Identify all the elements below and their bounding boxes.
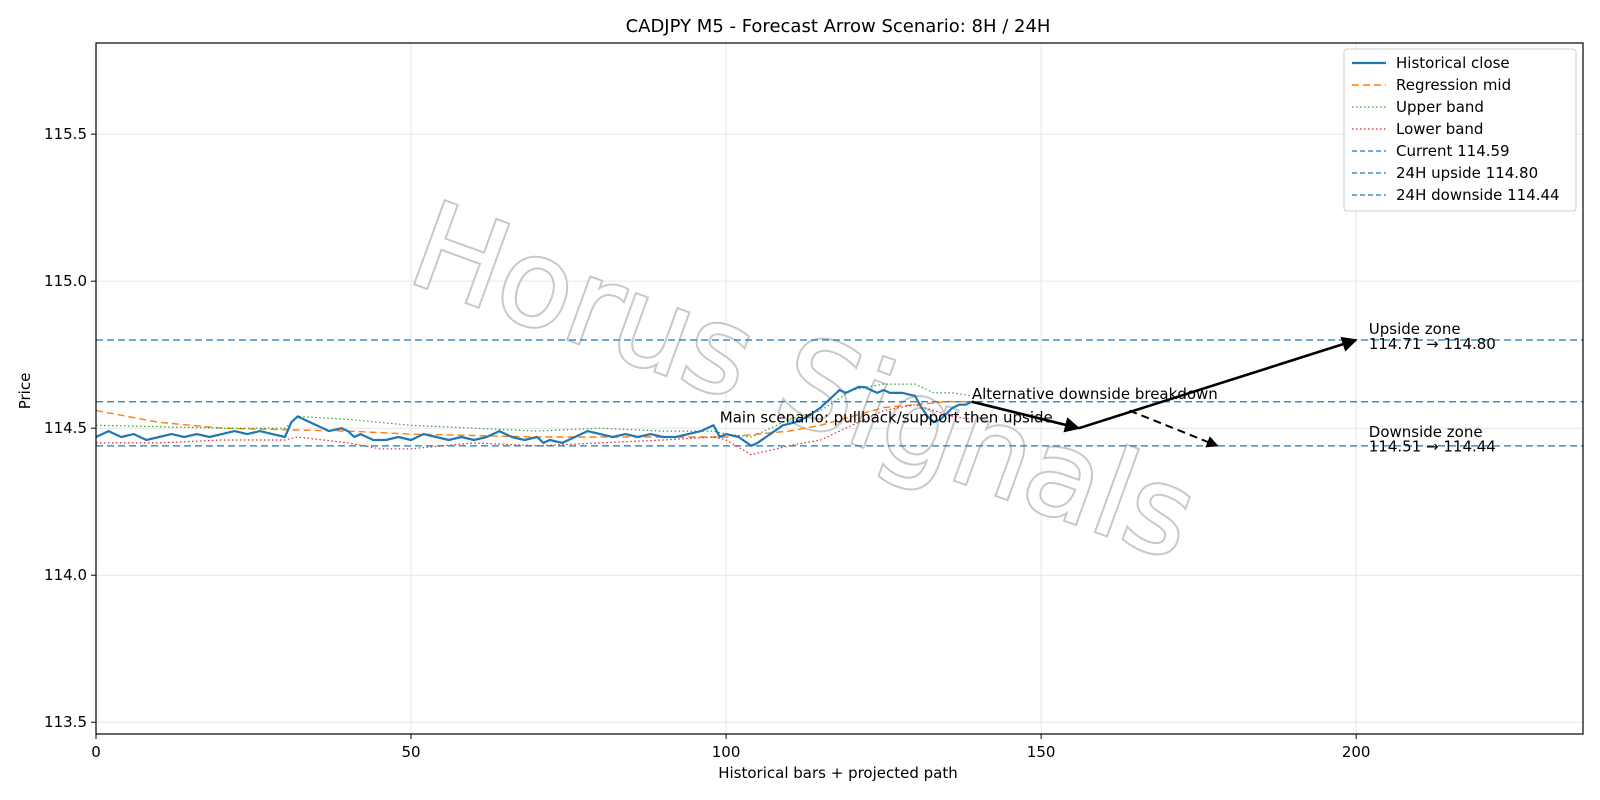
series-lines [95,383,973,456]
series-line-2 [95,383,972,438]
x-tick-label: 150 [1027,743,1056,761]
forecast-arrows [971,336,1358,448]
forecast-arrow [1078,336,1358,430]
legend-label: Regression mid [1396,76,1511,94]
x-tick-label: 0 [91,743,101,761]
x-tick-label: 100 [712,743,741,761]
annotation-alt: Alternative downside breakdown [972,385,1218,403]
y-tick-label: 115.0 [44,272,87,290]
legend-label: Historical close [1396,54,1510,72]
annotations: Main scenario: pullback/support then ups… [720,320,1496,456]
x-tick-label: 50 [401,743,420,761]
chart-title: CADJPY M5 - Forecast Arrow Scenario: 8H … [626,16,1051,37]
annotation-main: Main scenario: pullback/support then ups… [720,408,1053,426]
y-tick-label: 115.5 [44,125,87,143]
legend-label: Lower band [1396,120,1483,138]
annotation-dn1: Downside zone [1369,423,1483,441]
grid [95,43,1583,734]
y-tick-label: 114.0 [44,566,87,584]
legend-label: Upper band [1396,98,1484,116]
legend: Historical close Regression mid Upper band… [1343,48,1577,212]
annotation-up1: Upside zone [1369,320,1461,338]
series-line-0 [95,385,973,447]
legend-box [1343,48,1577,212]
annotation-up2: 114.71 → 114.80 [1369,335,1496,353]
x-tick-label: 200 [1342,743,1371,761]
forecast-arrow [1128,409,1219,448]
watermark: Horus Signals [392,174,1215,589]
series-line-1 [95,401,972,438]
y-tick-label: 113.5 [44,713,87,731]
forecast-arrow [971,400,1081,433]
annotation-dn2: 114.51 → 114.44 [1369,438,1496,456]
legend-label: 24H upside 114.80 [1396,164,1538,182]
plot-frame [95,42,1584,735]
watermark-text: Horus Signals [394,176,1213,587]
legend-label: 24H downside 114.44 [1396,186,1560,204]
legend-label: Current 114.59 [1396,142,1510,160]
level-lines [96,339,1583,447]
y-tick-label: 114.5 [44,419,87,437]
series-line-3 [96,404,972,456]
y-axis-title: Price [16,373,34,410]
axis-ticks: 0 50 100 150 200 113.5 114.0 114.5 115.0 115.5 [44,125,1370,761]
x-axis-title: Historical bars + projected path [718,764,958,782]
